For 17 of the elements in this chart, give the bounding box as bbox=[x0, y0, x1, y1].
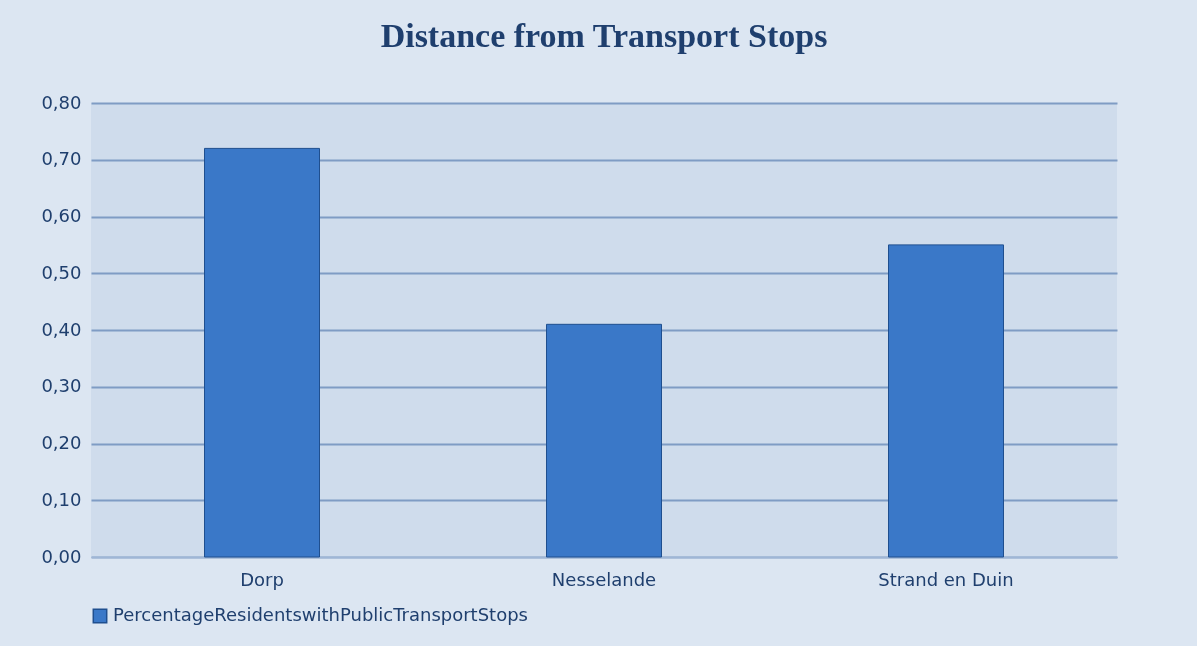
bar bbox=[546, 323, 662, 558]
y-tick-label: 0,70 bbox=[41, 148, 82, 170]
x-tick-label: Strand en Duin bbox=[878, 568, 1014, 590]
y-tick-label: 0,60 bbox=[41, 205, 82, 226]
bar bbox=[204, 147, 320, 558]
y-tick-label: 0,50 bbox=[41, 261, 82, 283]
y-tick-label: 0,20 bbox=[41, 432, 82, 453]
y-tick-label: 0,30 bbox=[41, 375, 82, 397]
chart-title: Distance from Transport Stops bbox=[380, 17, 828, 54]
legend-label: PercentageResidentswithPublicTransportStops bbox=[113, 604, 528, 625]
y-tick-label: 0,10 bbox=[41, 488, 82, 510]
y-tick-label: 0,40 bbox=[41, 318, 82, 340]
y-tick-label: 0,00 bbox=[41, 545, 82, 567]
bar bbox=[888, 244, 1004, 558]
x-tick-label: Nesselande bbox=[551, 568, 657, 590]
x-tick-label: Dorp bbox=[240, 568, 284, 590]
y-tick-label: 0,80 bbox=[41, 91, 82, 113]
